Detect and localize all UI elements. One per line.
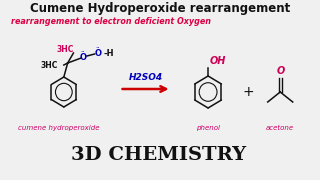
Text: 3HC: 3HC [41,60,58,69]
Text: acetone: acetone [266,125,294,131]
Text: 3HC: 3HC [56,44,74,53]
Text: phenol: phenol [196,125,220,131]
Text: H2SO4: H2SO4 [129,73,163,82]
Text: +: + [243,85,254,99]
Text: cumene hydroperoxide: cumene hydroperoxide [18,125,100,131]
Text: Cumene Hydroperoxide rearrangement: Cumene Hydroperoxide rearrangement [30,2,290,15]
Text: O: O [80,53,87,62]
Text: ··: ·· [96,45,100,51]
Text: rearrangement to electron deficient Oxygen: rearrangement to electron deficient Oxyg… [11,17,211,26]
Text: O: O [276,66,285,76]
Text: ··: ·· [80,49,85,55]
Text: -H: -H [103,48,114,57]
Text: 3D CHEMISTRY: 3D CHEMISTRY [70,146,246,164]
Text: OH: OH [210,56,226,66]
Text: O: O [95,48,102,57]
